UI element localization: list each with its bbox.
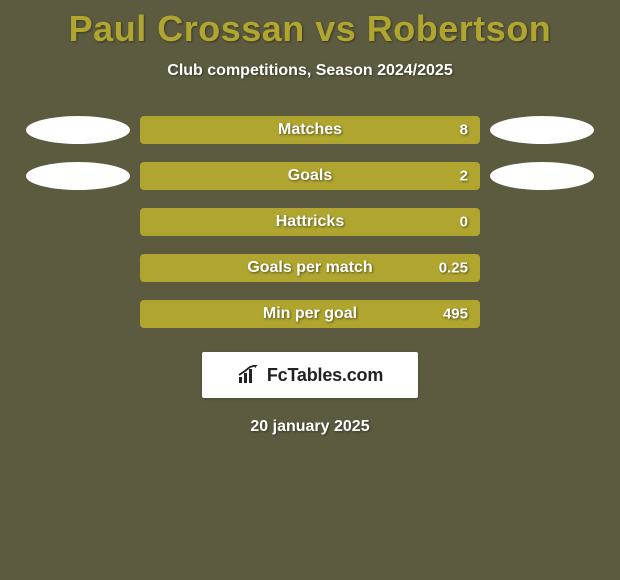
stat-row: Min per goal 495 [0, 300, 620, 328]
page-subtitle: Club competitions, Season 2024/2025 [167, 62, 452, 80]
stat-row: Hattricks 0 [0, 208, 620, 236]
stat-value: 0 [460, 214, 468, 231]
stat-row: Goals 2 [0, 162, 620, 190]
stat-bar: Min per goal 495 [140, 300, 480, 328]
left-badge [26, 162, 130, 190]
page-title: Paul Crossan vs Robertson [69, 8, 552, 50]
stat-value: 8 [460, 122, 468, 139]
right-badge [490, 162, 594, 190]
stat-bar: Hattricks 0 [140, 208, 480, 236]
footer-date: 20 january 2025 [250, 418, 369, 436]
stat-value: 2 [460, 168, 468, 185]
stat-value: 495 [443, 306, 468, 323]
stat-label: Goals [288, 167, 332, 185]
stat-bar: Goals 2 [140, 162, 480, 190]
stat-row: Goals per match 0.25 [0, 254, 620, 282]
stat-bar: Matches 8 [140, 116, 480, 144]
stat-label: Min per goal [263, 305, 357, 323]
stat-value: 0.25 [439, 260, 468, 277]
right-badge [490, 116, 594, 144]
stat-bar: Goals per match 0.25 [140, 254, 480, 282]
brand-badge: FcTables.com [202, 352, 418, 398]
stat-rows: Matches 8 Goals 2 Hattricks 0 [0, 116, 620, 328]
brand-text: FcTables.com [267, 365, 383, 386]
stat-label: Matches [278, 121, 342, 139]
stat-label: Goals per match [247, 259, 372, 277]
left-badge [26, 116, 130, 144]
comparison-panel: Paul Crossan vs Robertson Club competiti… [0, 0, 620, 580]
chart-icon [237, 365, 261, 385]
stat-row: Matches 8 [0, 116, 620, 144]
stat-label: Hattricks [276, 213, 344, 231]
